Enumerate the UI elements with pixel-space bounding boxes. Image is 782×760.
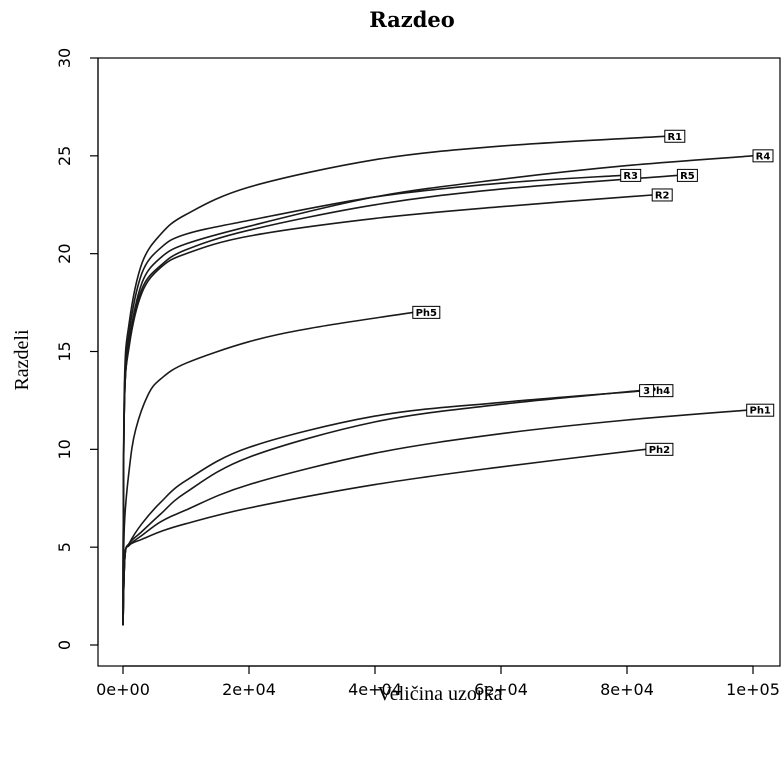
label-text: Ph4 (649, 386, 670, 397)
label-text: R3 (623, 171, 638, 182)
label-box (664, 129, 686, 143)
curve-r2 (122, 194, 653, 626)
label-box (752, 149, 774, 163)
y-axis-label: Razdeli (11, 329, 33, 391)
y-tick-label: 25 (55, 146, 74, 166)
x-tick-label: 0e+00 (96, 680, 150, 699)
label-text: R5 (680, 171, 695, 182)
x-tick-label: 2e+04 (222, 680, 276, 699)
curve-r3 (122, 174, 621, 626)
label-box (651, 188, 673, 202)
label-box (746, 403, 775, 417)
curves-group (122, 135, 754, 626)
series-label-3: 3 (639, 384, 655, 398)
y-tick-label: 30 (55, 48, 74, 68)
series-label-r4: R4 (752, 149, 774, 163)
label-box (676, 168, 698, 182)
plot-frame (97, 57, 781, 667)
y-tick-label: 10 (55, 439, 74, 459)
series-label-r3: R3 (620, 168, 642, 182)
chart-title: Razdeo (369, 7, 455, 32)
series-label-r1: R1 (664, 129, 686, 143)
curve-ph2 (122, 448, 646, 626)
label-text: Ph5 (416, 308, 437, 319)
series-label-ph5: Ph5 (412, 305, 441, 319)
label-box (639, 384, 655, 398)
label-box (645, 442, 674, 456)
label-text: Ph2 (649, 445, 670, 456)
series-label-ph1: Ph1 (746, 403, 775, 417)
x-axis: 0e+00 2e+04 4e+04 6e+04 8e+04 1e+05 (96, 665, 780, 699)
curve-ph5 (122, 311, 413, 626)
series-label-r2: R2 (651, 188, 673, 202)
y-tick-label: 15 (55, 341, 74, 361)
label-box (620, 168, 642, 182)
series-label-r5: R5 (676, 168, 698, 182)
label-text: Ph1 (749, 406, 770, 417)
label-text: R4 (756, 151, 771, 162)
x-tick-label: 4e+04 (348, 680, 402, 699)
x-tick-label: 6e+04 (474, 680, 528, 699)
x-tick-label: 8e+04 (600, 680, 654, 699)
y-tick-label: 5 (55, 542, 74, 552)
y-axis: 0 5 10 15 20 25 30 (55, 48, 99, 650)
curve-ph1 (122, 409, 747, 626)
y-tick-label: 20 (55, 243, 74, 263)
label-box (412, 305, 441, 319)
x-tick-label: 1e+05 (726, 680, 780, 699)
curve-r1 (122, 135, 665, 626)
x-axis-label: Veličina uzorka (378, 683, 503, 705)
curve-r5 (122, 174, 678, 626)
y-tick-label: 0 (55, 640, 74, 650)
series-label-ph2: Ph2 (645, 442, 674, 456)
label-text: R1 (667, 132, 682, 143)
label-text: R2 (655, 190, 670, 201)
curve-3 (122, 389, 640, 626)
label-text: 3 (643, 386, 650, 397)
